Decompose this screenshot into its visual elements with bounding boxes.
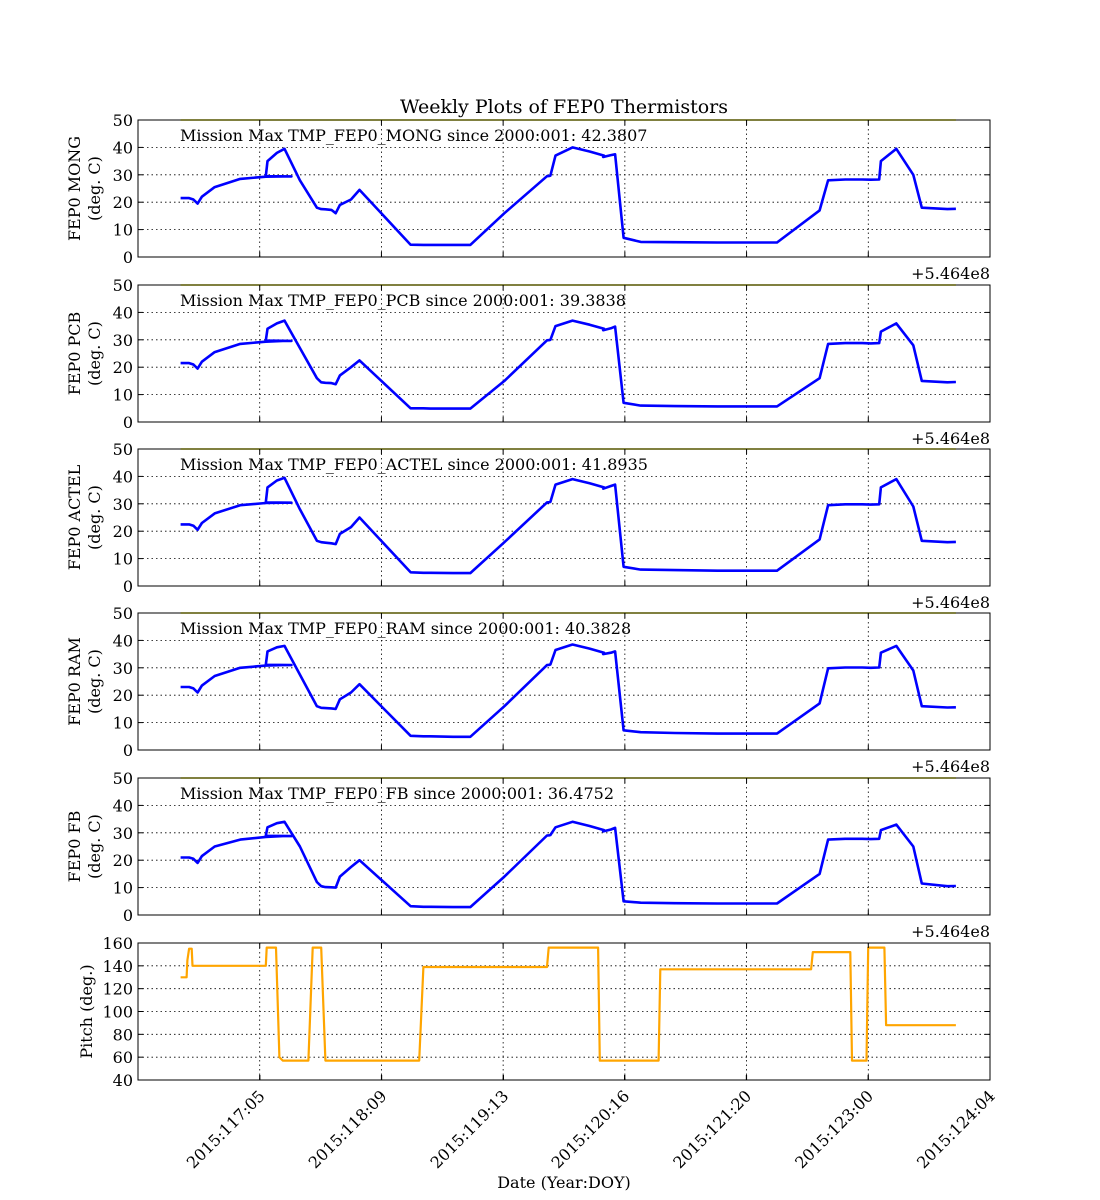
thermistor-line [180,319,956,410]
y-tick-label: 160 [102,934,133,953]
thermistor-line [180,146,956,247]
y-tick-label: 0 [123,906,133,925]
y-tick-label: 50 [113,440,133,459]
mission-max-annotation: Mission Max TMP_FEP0_MONG since 2000:001… [180,126,647,145]
y-tick-label: 10 [113,221,133,240]
y-tick-label: 10 [113,550,133,569]
plot-frame [137,448,991,587]
y-tick-label: 50 [113,769,133,788]
y-axis-label: (deg. C) [85,649,104,714]
y-tick-label: 0 [123,413,133,432]
y-tick-label: 30 [113,824,133,843]
y-tick-label: 140 [102,957,133,976]
y-axis-label: (deg. C) [85,321,104,386]
y-tick-label: 20 [113,193,133,212]
panel-5: 0 10 20 30 40 50 FEP0 FB (deg. C) Mission Max TM… [65,769,991,941]
x-axis-label: Date (Year:DOY) [497,1173,631,1192]
x-tick-label: 2015:124:04 [913,1086,999,1172]
y-tick-label: 0 [123,577,133,596]
y-tick-label: 20 [113,686,133,705]
y-tick-label: 30 [113,495,133,514]
x-tick-label: 2015:121:20 [669,1086,755,1172]
y-tick-label: 0 [123,741,133,760]
y-axis-label: FEP0 RAM [65,637,84,726]
panel-3: 0 10 20 30 40 50 FEP0 ACTEL (deg. C) Mission Max… [65,440,991,612]
y-tick-label: 40 [113,138,133,157]
x-offset-label: +5.464e8 [911,429,990,448]
mission-max-annotation: Mission Max TMP_FEP0_ACTEL since 2000:00… [180,455,648,474]
y-axis-label: (deg. C) [85,814,104,879]
x-offset-label: +5.464e8 [911,264,990,283]
pitch-line [180,946,956,1062]
y-tick-label: 0 [123,248,133,267]
y-axis-label: (deg. C) [85,485,104,550]
plot-frame [137,612,991,751]
y-tick-label: 30 [113,331,133,350]
y-tick-label: 30 [113,659,133,678]
y-tick-label: 20 [113,851,133,870]
x-tick-label: 2015:118:09 [305,1086,391,1172]
y-tick-label: 30 [113,166,133,185]
y-axis-label: FEP0 PCB [65,312,84,396]
y-tick-label: 10 [113,714,133,733]
y-tick-label: 10 [113,386,133,405]
thermistor-line [180,643,956,739]
x-tick-label: 2015:119:13 [426,1086,512,1172]
y-tick-label: 20 [113,358,133,377]
thermistor-line [180,476,956,575]
panel-6: 40 60 80 100 120 140 160 Pitch (deg.) 2015:117:0… [77,934,999,1172]
x-offset-label: +5.464e8 [911,757,990,776]
y-tick-label: 80 [113,1025,133,1044]
plot-frame [137,777,991,916]
thermistor-line [180,820,956,909]
y-tick-label: 40 [113,467,133,486]
panel-1: 0 10 20 30 40 50 FEP0 MONG (deg. C) Mission Max … [65,111,991,283]
y-axis-label: (deg. C) [85,156,104,221]
panel-4: 0 10 20 30 40 50 FEP0 RAM (deg. C) Mission Max T… [65,604,991,776]
y-tick-label: 120 [102,980,133,999]
y-tick-label: 20 [113,522,133,541]
x-offset-label: +5.464e8 [911,593,990,612]
mission-max-annotation: Mission Max TMP_FEP0_PCB since 2000:001:… [180,291,626,310]
y-tick-label: 40 [113,796,133,815]
y-tick-label: 40 [113,631,133,650]
x-tick-label: 2015:123:00 [791,1086,877,1172]
y-tick-label: 40 [113,1071,133,1090]
y-tick-label: 50 [113,111,133,130]
y-axis-label: FEP0 MONG [65,136,84,241]
y-axis-label: FEP0 FB [65,811,84,883]
plot-frame [137,284,991,423]
y-tick-label: 50 [113,604,133,623]
mission-max-annotation: Mission Max TMP_FEP0_RAM since 2000:001:… [180,619,631,638]
y-axis-label: Pitch (deg.) [77,964,96,1058]
y-axis-label: FEP0 ACTEL [65,464,84,570]
y-tick-label: 100 [102,1003,133,1022]
y-tick-label: 60 [113,1048,133,1067]
y-tick-label: 10 [113,879,133,898]
panel-2: 0 10 20 30 40 50 FEP0 PCB (deg. C) Mission Max T… [65,276,991,448]
x-offset-label: +5.464e8 [911,922,990,941]
figure-title: Weekly Plots of FEP0 Thermistors [400,96,728,118]
x-tick-label: 2015:120:16 [547,1086,633,1172]
plot-frame [137,119,991,258]
x-tick-label: 2015:117:05 [183,1086,269,1172]
y-tick-label: 50 [113,276,133,295]
mission-max-annotation: Mission Max TMP_FEP0_FB since 2000:001: … [180,784,614,803]
y-tick-label: 40 [113,303,133,322]
